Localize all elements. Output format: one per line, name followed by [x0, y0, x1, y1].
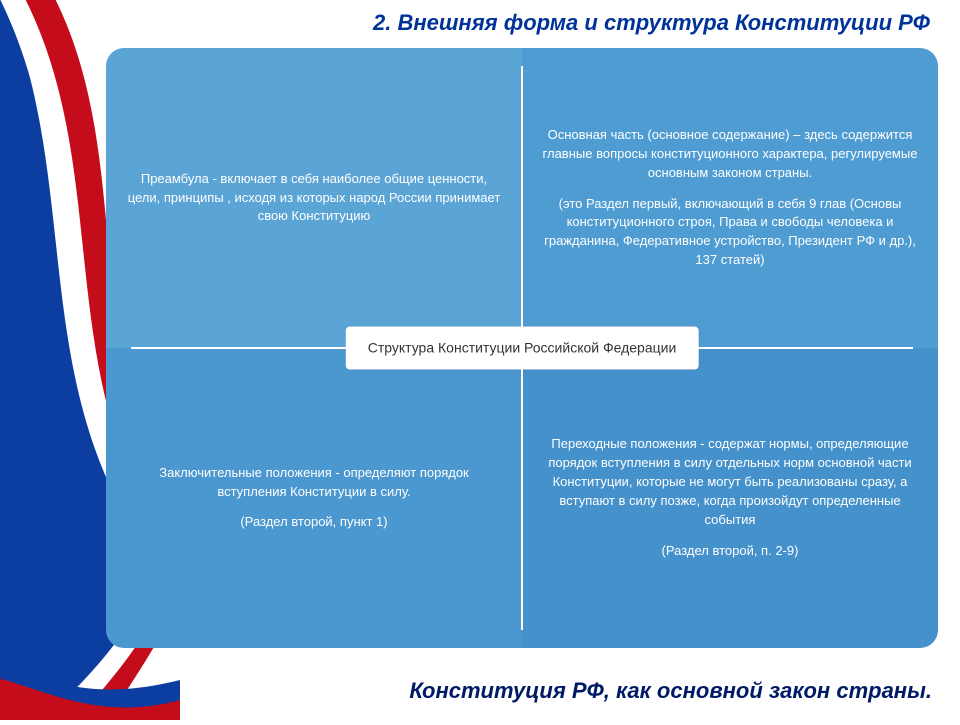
transitional-text-1: Переходные положения - содержат нормы, о…: [540, 435, 920, 529]
slide-footer: Конституция РФ, как основной закон стран…: [409, 678, 932, 704]
final-provisions-text-1: Заключительные положения - определяют по…: [124, 464, 504, 502]
main-part-text-1: Основная часть (основное содержание) – з…: [540, 126, 920, 183]
structure-diagram: Преамбула - включает в себя наиболее общ…: [106, 48, 938, 648]
main-part-text-2: (это Раздел первый, включающий в себя 9 …: [540, 195, 920, 270]
quadrant-transitional-provisions: Переходные положения - содержат нормы, о…: [522, 348, 938, 648]
center-label: Структура Конституции Российской Федерац…: [346, 327, 699, 370]
center-label-text: Структура Конституции Российской Федерац…: [368, 340, 677, 356]
quadrant-preamble: Преамбула - включает в себя наиболее общ…: [106, 48, 522, 348]
transitional-text-2: (Раздел второй, п. 2-9): [662, 542, 799, 561]
quadrant-final-provisions: Заключительные положения - определяют по…: [106, 348, 522, 648]
footer-title: Конституция РФ, как основной закон стран…: [409, 678, 932, 704]
quadrant-main-part: Основная часть (основное содержание) – з…: [522, 48, 938, 348]
slide-header: 2. Внешняя форма и структура Конституции…: [373, 10, 930, 36]
final-provisions-text-2: (Раздел второй, пункт 1): [240, 513, 387, 532]
slide-title: 2. Внешняя форма и структура Конституции…: [373, 10, 930, 36]
preamble-text: Преамбула - включает в себя наиболее общ…: [124, 170, 504, 227]
